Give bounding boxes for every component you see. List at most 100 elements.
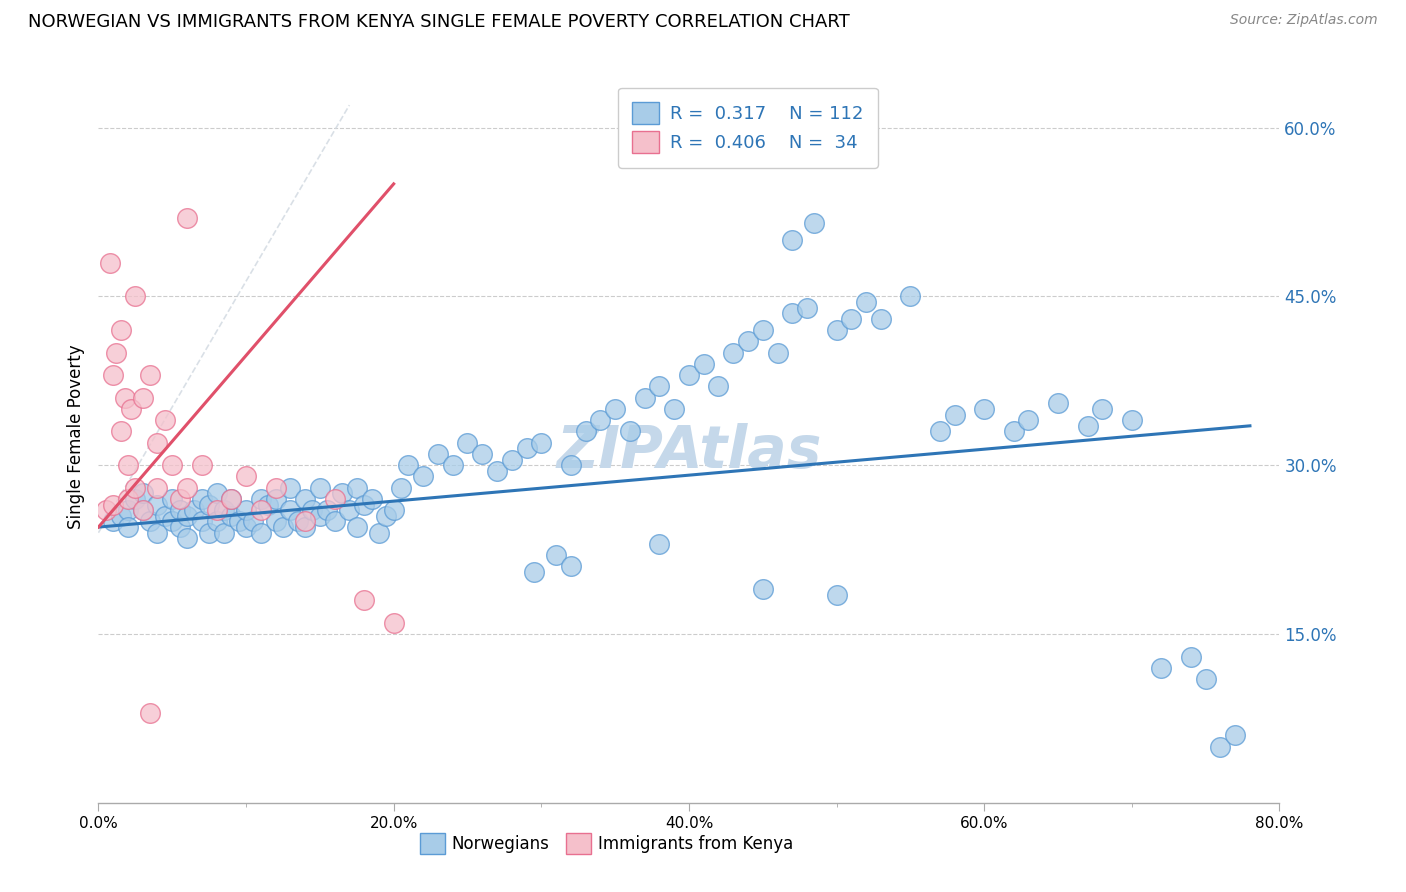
Point (634, 391, 657, 405)
Point (323, 515, 346, 529)
Point (205, 515, 228, 529)
Point (1195, 672, 1218, 686)
Point (264, 481, 287, 495)
Point (1209, 739, 1232, 754)
Point (737, 334, 759, 349)
Point (169, 503, 191, 517)
Point (146, 481, 169, 495)
Point (132, 391, 155, 405)
Point (117, 458, 139, 473)
Point (117, 491, 139, 506)
Point (162, 515, 183, 529)
Point (94, 503, 117, 517)
Point (619, 425, 641, 439)
Point (117, 503, 139, 517)
Point (1018, 413, 1040, 427)
Point (316, 503, 339, 517)
Point (1180, 649, 1202, 664)
Text: ZIPAtlas: ZIPAtlas (557, 423, 821, 480)
Point (235, 520, 257, 534)
Point (1002, 425, 1025, 439)
Point (117, 520, 139, 534)
Point (139, 706, 162, 720)
Point (530, 435, 553, 450)
Point (250, 503, 273, 517)
Point (678, 368, 700, 383)
Point (441, 458, 464, 473)
Point (693, 357, 716, 371)
Point (294, 491, 316, 506)
Point (523, 565, 546, 579)
Point (103, 368, 125, 383)
Point (752, 323, 775, 337)
Point (110, 425, 132, 439)
Point (471, 447, 494, 461)
Y-axis label: Single Female Poverty: Single Female Poverty (66, 345, 84, 529)
Point (124, 289, 146, 303)
Point (353, 593, 375, 607)
Point (412, 469, 434, 483)
Point (228, 515, 250, 529)
Point (398, 458, 420, 473)
Point (191, 458, 214, 473)
Point (212, 503, 235, 517)
Point (242, 515, 264, 529)
Point (1047, 396, 1070, 410)
Point (648, 537, 671, 551)
Point (855, 295, 877, 310)
Point (825, 588, 848, 602)
Point (146, 498, 169, 512)
Point (205, 486, 228, 500)
Point (382, 503, 405, 517)
Point (212, 525, 235, 540)
Point (803, 216, 825, 230)
Point (1225, 728, 1247, 742)
Point (1150, 661, 1173, 675)
Point (605, 401, 627, 416)
Point (146, 525, 169, 540)
Point (1077, 418, 1099, 433)
Point (235, 469, 257, 483)
Point (132, 503, 155, 517)
Point (664, 401, 686, 416)
Point (900, 289, 922, 303)
Point (169, 491, 191, 506)
Point (124, 481, 146, 495)
Point (294, 520, 316, 534)
Point (323, 491, 346, 506)
Point (287, 515, 309, 529)
Point (176, 481, 198, 495)
Point (301, 503, 323, 517)
Point (560, 458, 582, 473)
Point (546, 548, 568, 562)
Point (198, 525, 221, 540)
Point (457, 435, 479, 450)
Point (389, 481, 412, 495)
Point (205, 503, 228, 517)
Point (929, 425, 952, 439)
Point (346, 481, 368, 495)
Point (782, 233, 804, 247)
Point (1121, 413, 1143, 427)
Point (250, 491, 273, 506)
Point (309, 508, 332, 523)
Point (648, 379, 671, 393)
Point (257, 498, 280, 512)
Point (103, 498, 125, 512)
Point (132, 486, 155, 500)
Point (973, 401, 995, 416)
Point (382, 615, 405, 630)
Point (707, 379, 730, 393)
Point (198, 498, 221, 512)
Point (723, 345, 745, 359)
Point (221, 508, 243, 523)
Point (766, 345, 789, 359)
Point (280, 503, 302, 517)
Point (162, 491, 183, 506)
Point (825, 323, 848, 337)
Point (560, 559, 582, 574)
Point (98, 255, 121, 269)
Point (264, 515, 287, 529)
Point (294, 515, 316, 529)
Point (169, 520, 191, 534)
